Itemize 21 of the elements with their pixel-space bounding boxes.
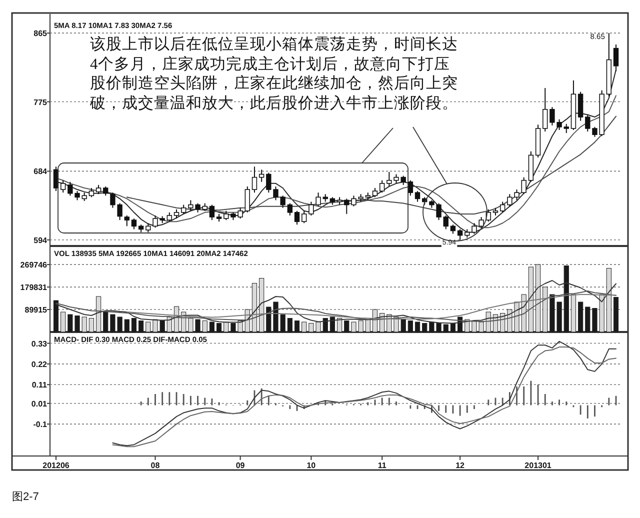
x-tick-label: 12 xyxy=(456,461,466,470)
x-tick-label: 09 xyxy=(236,461,246,470)
y-tick-label: 0.01 xyxy=(31,399,48,408)
x-tick-label: 201206 xyxy=(42,461,70,470)
y-tick-label: 269746 xyxy=(20,260,48,270)
y-tick-label: 179831 xyxy=(20,283,48,292)
y-tick-label: 0.22 xyxy=(31,360,48,369)
y-tick-label: 775 xyxy=(34,98,48,107)
y-tick-label: -0.1 xyxy=(33,420,48,430)
y-tick-label: 89915 xyxy=(24,306,48,315)
annotation: 该股上市以后在低位呈现小箱体震荡走势，时间长达4个多月，庄家成功完成主仓计划后，故意向下打压股价制造空头陷阱，庄家在此继续加仓，然后向上突破，成交量温和放大，此后股价进入牛市上涨阶段。 xyxy=(90,35,459,113)
x-tick-label: 10 xyxy=(306,461,316,470)
x-tick-label: 201301 xyxy=(524,461,552,470)
y-tick-label: 0.11 xyxy=(32,380,48,390)
y-tick-label: 865 xyxy=(34,29,48,38)
caption: 图2-7 xyxy=(12,491,39,503)
x-tick-label: 11 xyxy=(378,461,387,470)
x-tick-label: 08 xyxy=(150,461,160,470)
y-tick-label: 684 xyxy=(34,167,48,176)
y-tick-label: 594 xyxy=(34,236,48,245)
y-tick-label: 0.33 xyxy=(31,339,48,348)
